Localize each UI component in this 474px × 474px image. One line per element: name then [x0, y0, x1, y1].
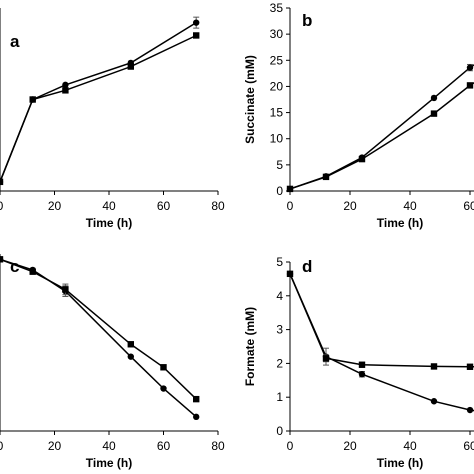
panel-a-x-tick-label-2: 40	[102, 199, 116, 213]
panel-c-series-2-point-3	[127, 341, 134, 348]
panel-c-x-tick-label-4: 80	[211, 439, 225, 453]
panel-c-series-2-line	[0, 258, 197, 400]
panel-d-series-2-line	[289, 273, 474, 368]
panel-b-x-axis-title: Time (h)	[377, 216, 423, 230]
panel-d-series-2-point-3	[430, 363, 438, 370]
panel-c-x-tick-label-0: 0	[0, 439, 4, 453]
panel-a-series-2-point-4	[193, 32, 200, 39]
panel-c-series-2-point-5	[193, 395, 200, 403]
panel-c-x-tick-label-2: 40	[102, 439, 116, 453]
panel-b-y-axis-title: Succinate (mM)	[243, 55, 257, 144]
panel-c-x-tick-label-1: 20	[48, 439, 62, 453]
panel-a-series-1-line	[0, 21, 197, 183]
panel-d-y-tick-label-2: 2	[276, 356, 283, 370]
panel-b-series-2-line	[289, 82, 474, 190]
panel-b-y-tick-label-7: 35	[270, 1, 284, 15]
panel-d-x-tick-label-1: 20	[343, 439, 357, 453]
panel-a-series-1-point-2	[62, 81, 69, 89]
panel-a-series-2-point-2	[62, 87, 69, 94]
panel-d-series-1-line	[289, 273, 474, 412]
panel-a-series-2-point-3	[127, 63, 134, 70]
panel-d-series-1-point-3	[430, 398, 438, 405]
panel-c-x-tick-label-3: 60	[157, 439, 171, 453]
panel-c-series-group	[0, 256, 200, 421]
panel-d-y-tick-label-1: 1	[276, 390, 283, 404]
panel-b-x-tick-label-1: 20	[343, 199, 357, 213]
panel-c-letter: c	[10, 257, 19, 276]
panel-d-y-tick-label-3: 3	[276, 323, 283, 337]
panel-b-series-1-point-4	[466, 64, 474, 71]
panel-b-series-1-point-3	[430, 94, 438, 102]
panel-c: 0 20 40 60 80 Time (h) c	[0, 254, 225, 470]
panel-c-series-2-point-4	[160, 364, 167, 371]
panel-d-series-1-point-2	[358, 371, 366, 378]
panel-c-series-2-point-1	[29, 268, 36, 275]
panel-b-x-tick-label-2: 40	[403, 199, 417, 213]
panel-d-series-2-point-1	[322, 355, 330, 362]
panel-d: 0 1 2 3 4 5 0 20 40 60 Time (h) Formate (mM) d	[243, 255, 474, 470]
panel-d-x-tick-label-3: 60	[463, 439, 474, 453]
panel-b-series-2-point-4	[466, 82, 474, 89]
panel-b-x-tick-label-3: 60	[463, 199, 474, 213]
panel-d-x-tick-label-0: 0	[287, 439, 294, 453]
panel-b-y-tick-label-5: 25	[270, 53, 284, 67]
panel-b-series-group	[286, 63, 474, 193]
panel-a-series-2-point-0	[0, 178, 4, 186]
panel-a-x-tick-label-4: 80	[211, 199, 225, 213]
panel-a-x-tick-label-0: 0	[0, 199, 4, 213]
panel-b-x-tick-label-0: 0	[287, 199, 294, 213]
panel-a-x-tick-label-3: 60	[157, 199, 171, 213]
panel-a-x-axis-title: Time (h)	[86, 216, 132, 230]
panel-d-x-tick-label-2: 40	[403, 439, 417, 453]
panel-b-y-tick-label-3: 15	[270, 106, 284, 120]
panel-d-series-2-point-0	[286, 270, 294, 278]
panel-d-series-group	[286, 270, 474, 414]
panel-a-letter: a	[10, 32, 20, 51]
panel-b-series-2-point-1	[322, 173, 330, 181]
panel-d-x-axis-title: Time (h)	[377, 456, 423, 470]
panel-b-y-tick-label-2: 10	[270, 132, 284, 146]
panel-b-series-2-point-2	[358, 155, 366, 163]
panel-a-series-2-line	[0, 34, 197, 183]
panel-a: 0 20 40 60 80 Time (h) a	[0, 8, 225, 230]
panel-d-y-tick-label-0: 0	[276, 424, 283, 438]
panel-b-y-tick-label-1: 5	[276, 158, 283, 172]
panel-c-x-axis-title: Time (h)	[86, 456, 132, 470]
panel-d-letter: d	[302, 257, 312, 276]
panel-c-series-1-point-4	[160, 385, 167, 392]
panel-d-series-2-point-4	[466, 363, 474, 370]
panel-b-series-2-point-3	[430, 110, 438, 117]
panel-b-letter: b	[302, 11, 312, 30]
panel-a-series-2-point-1	[29, 96, 36, 103]
panel-b-series-1-line	[289, 64, 474, 190]
panel-b-series-2-point-0	[286, 185, 294, 193]
panel-c-series-2-point-0	[0, 256, 4, 263]
panel-b-y-tick-label-6: 30	[270, 27, 284, 41]
panel-c-series-2-point-2	[62, 286, 69, 293]
panel-d-y-tick-label-5: 5	[276, 255, 283, 269]
panel-a-series-group	[0, 16, 200, 186]
panel-c-series-1-point-5	[193, 413, 200, 421]
panel-b: 0 5 10 15 20 25 30 35 0 20 40 60 Time (h) Succinate (…	[243, 1, 474, 230]
panel-d-y-tick-label-4: 4	[276, 289, 283, 303]
panel-d-series-2-point-2	[358, 361, 366, 368]
panel-a-series-1-point-4	[193, 19, 200, 26]
panel-b-y-tick-label-4: 20	[270, 79, 284, 93]
panel-c-series-1-line	[0, 258, 197, 418]
panel-d-y-axis-title: Formate (mM)	[243, 307, 257, 386]
panel-c-series-1-point-3	[127, 353, 134, 360]
panel-b-y-tick-label-0: 0	[276, 184, 283, 198]
panel-d-series-1-point-4	[466, 406, 474, 414]
panel-a-x-tick-label-1: 20	[48, 199, 62, 213]
